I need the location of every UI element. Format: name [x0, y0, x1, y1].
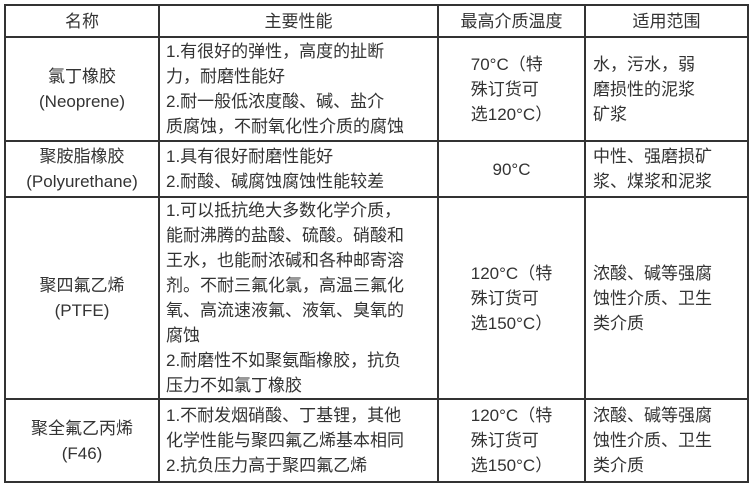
table-row-neoprene: 氯丁橡胶 (Neoprene) 1.有很好的弹性，高度的扯断 力，耐磨性能好 2… — [4, 36, 749, 142]
header-max-medium-temperature: 最高介质温度 — [437, 4, 586, 38]
max-temp-text: 120°C（特 殊订货可 选150°C） — [470, 406, 553, 475]
table-row-ptfe: 聚四氟乙烯 (PTFE) 1.可以抵抗绝大多数化学介质， 能耐沸腾的盐酸、硫酸。… — [4, 196, 749, 400]
table-row-polyurethane: 聚胺脂橡胶 (Polyurethane) 1.具有很好耐磨性能好 2.耐酸、碱腐… — [4, 140, 749, 198]
max-temp-text: 70°C（特 殊订货可 选120°C） — [470, 54, 553, 124]
header-main-properties: 主要性能 — [158, 4, 439, 38]
material-max-temp-cell: 90°C — [437, 140, 586, 198]
table-row-f46: 聚全氟乙丙烯 (F46) 1.不耐发烟硝酸、丁基锂，其他 化学性能与聚四氟乙烯基… — [4, 398, 749, 483]
material-properties-cell: 1.有很好的弹性，高度的扯断 力，耐磨性能好 2.耐一般低浓度酸、碱、盐介 质腐… — [158, 36, 439, 142]
material-max-temp-cell: 120°C（特 殊订货可 选150°C） — [437, 398, 586, 483]
table-header-row: 名称 主要性能 最高介质温度 适用范围 — [4, 4, 749, 38]
material-name-cell: 聚胺脂橡胶 (Polyurethane) — [4, 140, 160, 198]
max-temp-text: 90°C — [492, 159, 531, 179]
material-spec-table: 名称 主要性能 最高介质温度 适用范围 氯丁橡胶 (Neoprene) 1.有很… — [4, 4, 749, 483]
material-name-cell: 聚四氟乙烯 (PTFE) — [4, 196, 160, 400]
material-properties-cell: 1.具有很好耐磨性能好 2.耐酸、碱腐蚀腐蚀性能较差 — [158, 140, 439, 198]
material-max-temp-cell: 120°C（特 殊订货可 选150°C） — [437, 196, 586, 400]
material-spec-table-wrap: 名称 主要性能 最高介质温度 适用范围 氯丁橡胶 (Neoprene) 1.有很… — [4, 4, 749, 483]
material-name-cell: 氯丁橡胶 (Neoprene) — [4, 36, 160, 142]
material-properties-cell: 1.不耐发烟硝酸、丁基锂，其他 化学性能与聚四氟乙烯基本相同 2.抗负压力高于聚… — [158, 398, 439, 483]
material-name-cell: 聚全氟乙丙烯 (F46) — [4, 398, 160, 483]
material-application-cell: 浓酸、碱等强腐 蚀性介质、卫生 类介质 — [584, 398, 749, 483]
header-name: 名称 — [4, 4, 160, 38]
material-application-cell: 浓酸、碱等强腐 蚀性介质、卫生 类介质 — [584, 196, 749, 400]
material-max-temp-cell: 70°C（特 殊订货可 选120°C） — [437, 36, 586, 142]
max-temp-text: 120°C（特 殊订货可 选150°C） — [470, 263, 553, 333]
material-application-cell: 中性、强磨损矿 浆、煤浆和泥浆 — [584, 140, 749, 198]
material-properties-cell: 1.可以抵抗绝大多数化学介质， 能耐沸腾的盐酸、硫酸。硝酸和 王水，也能耐浓碱和… — [158, 196, 439, 400]
material-application-cell: 水，污水，弱 磨损性的泥浆 矿浆 — [584, 36, 749, 142]
header-applicable-range: 适用范围 — [584, 4, 749, 38]
